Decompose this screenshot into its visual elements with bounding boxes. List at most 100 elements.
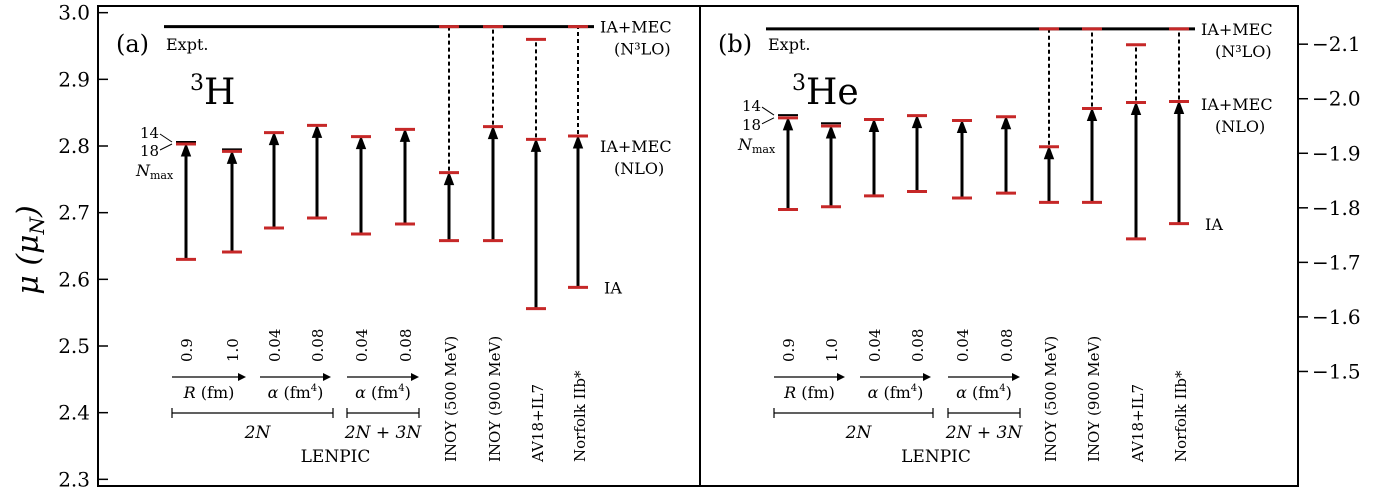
- plot-frame: [97, 5, 1299, 487]
- nmax-14-pointer: [159, 133, 173, 143]
- nlo-arrow: [530, 137, 542, 152]
- nucleus-label: 3He: [792, 71, 859, 113]
- bar-6: [439, 25, 459, 243]
- x-value-label: 1.0: [823, 338, 841, 362]
- lenpic-label: LENPIC: [901, 447, 971, 467]
- bar-6: [1039, 27, 1059, 204]
- nlo-arrow: [355, 135, 367, 150]
- y-tick-label-right: −1.5: [1312, 359, 1361, 383]
- x-model-label: INOY (900 MeV): [1085, 336, 1103, 462]
- y-tick-label: 3.0: [58, 1, 90, 25]
- y-tick-label-right: −2.0: [1312, 87, 1361, 111]
- x-model-label: INOY (500 MeV): [1042, 336, 1060, 462]
- x-value-label: 0.08: [998, 329, 1016, 362]
- x-value-label: 0.08: [309, 329, 327, 362]
- bar-1: [821, 122, 841, 209]
- nlo-arrow: [1000, 115, 1012, 130]
- nlo-arrow: [311, 123, 323, 138]
- nmax-14-label: 14: [742, 97, 761, 115]
- y-tick-label-right: −1.7: [1312, 250, 1361, 274]
- x-value-label: 0.04: [353, 329, 371, 362]
- y-tick-label: 2.4: [58, 401, 90, 425]
- y-tick-label-right: −1.9: [1312, 141, 1361, 165]
- x-value-label: 0.04: [866, 329, 884, 362]
- bar-2: [864, 117, 884, 198]
- y-tick-label-right: −1.6: [1312, 305, 1361, 329]
- alpha-arrow-2n-head: [923, 373, 931, 381]
- bar-7: [1082, 27, 1102, 204]
- group-2n3n-label: 2N + 3N: [945, 423, 1024, 443]
- nlo-arrow: [572, 134, 584, 149]
- x-model-label: AV18+IL7: [1129, 384, 1147, 463]
- r-arrow-head: [238, 373, 246, 381]
- alpha-axis-label: α (fm4): [355, 383, 411, 402]
- x-value-label: 0.04: [954, 329, 972, 362]
- panel-label: (b): [718, 30, 752, 58]
- y-tick-label: 2.9: [58, 67, 90, 91]
- x-value-label: 0.04: [266, 329, 284, 362]
- nlo-arrow: [180, 142, 192, 157]
- bar-0: [778, 114, 798, 211]
- y-tick-label: 2.5: [58, 334, 90, 358]
- x-model-label: INOY (900 MeV): [486, 336, 504, 462]
- nlo-arrow: [1130, 101, 1142, 116]
- nlo-arrow: [782, 116, 794, 131]
- bar-9: [568, 25, 588, 289]
- x-model-label: AV18+IL7: [529, 384, 547, 463]
- x-value-label: 0.9: [178, 338, 196, 362]
- nmax-18-pointer: [159, 143, 173, 151]
- nlo-arrow: [1086, 107, 1098, 122]
- level-label: IA: [1205, 215, 1223, 234]
- level-sublabel: (NLO): [614, 159, 664, 178]
- y-tick-label: 2.3: [58, 467, 90, 489]
- y-tick-label: 2.8: [58, 134, 90, 158]
- nmax-14-pointer: [761, 106, 775, 116]
- nlo-arrow: [226, 149, 238, 164]
- level-sublabel: (NLO): [1215, 117, 1265, 136]
- nmax-18-pointer: [761, 117, 775, 125]
- group-2n-label: 2N: [845, 423, 873, 443]
- alpha-arrow-3n-head: [1012, 373, 1020, 381]
- bar-2: [264, 131, 284, 230]
- group-2n3n-label: 2N + 3N: [344, 423, 423, 443]
- lenpic-label: LENPIC: [301, 447, 371, 467]
- bar-7: [483, 25, 503, 243]
- bar-4: [952, 119, 972, 200]
- x-value-label: 0.9: [780, 338, 798, 362]
- group-2n-label: 2N: [244, 423, 272, 443]
- alpha-arrow-3n-head: [411, 373, 419, 381]
- y-tick-label: 2.6: [58, 267, 90, 291]
- r-axis-label: R (fm): [783, 383, 835, 402]
- level-label: IA+MEC: [600, 18, 672, 37]
- nmax-label: Nmax: [135, 161, 174, 182]
- nmax-14-label: 14: [140, 124, 159, 142]
- nlo-arrow: [911, 114, 923, 129]
- panel-label: (a): [116, 30, 149, 58]
- r-axis-label: R (fm): [183, 383, 235, 402]
- nlo-arrow: [399, 127, 411, 142]
- y-tick-label-right: −1.8: [1312, 196, 1361, 220]
- nlo-arrow: [1173, 100, 1185, 114]
- alpha-arrow-2n-head: [323, 373, 331, 381]
- nlo-arrow: [487, 125, 499, 140]
- x-value-label: 1.0: [224, 338, 242, 362]
- bar-1: [222, 148, 242, 254]
- y-axis-label: μ (μN): [11, 205, 49, 294]
- bar-4: [351, 135, 371, 236]
- nmax-18-label: 18: [742, 116, 761, 134]
- bar-8: [1126, 43, 1146, 241]
- x-model-label: Norfolk IIb*: [571, 370, 589, 462]
- nlo-arrow: [868, 118, 880, 132]
- y-tick-label-right: −2.1: [1312, 32, 1361, 56]
- x-value-label: 0.08: [397, 329, 415, 362]
- level-sublabel: (N³LO): [1215, 42, 1272, 61]
- x-model-label: INOY (500 MeV): [442, 336, 460, 462]
- nlo-arrow: [956, 119, 968, 134]
- expt-label: Expt.: [166, 35, 208, 54]
- alpha-axis-label: α (fm4): [956, 383, 1012, 402]
- bar-5: [996, 115, 1016, 195]
- x-value-label: 0.08: [909, 329, 927, 362]
- bar-3: [907, 114, 927, 193]
